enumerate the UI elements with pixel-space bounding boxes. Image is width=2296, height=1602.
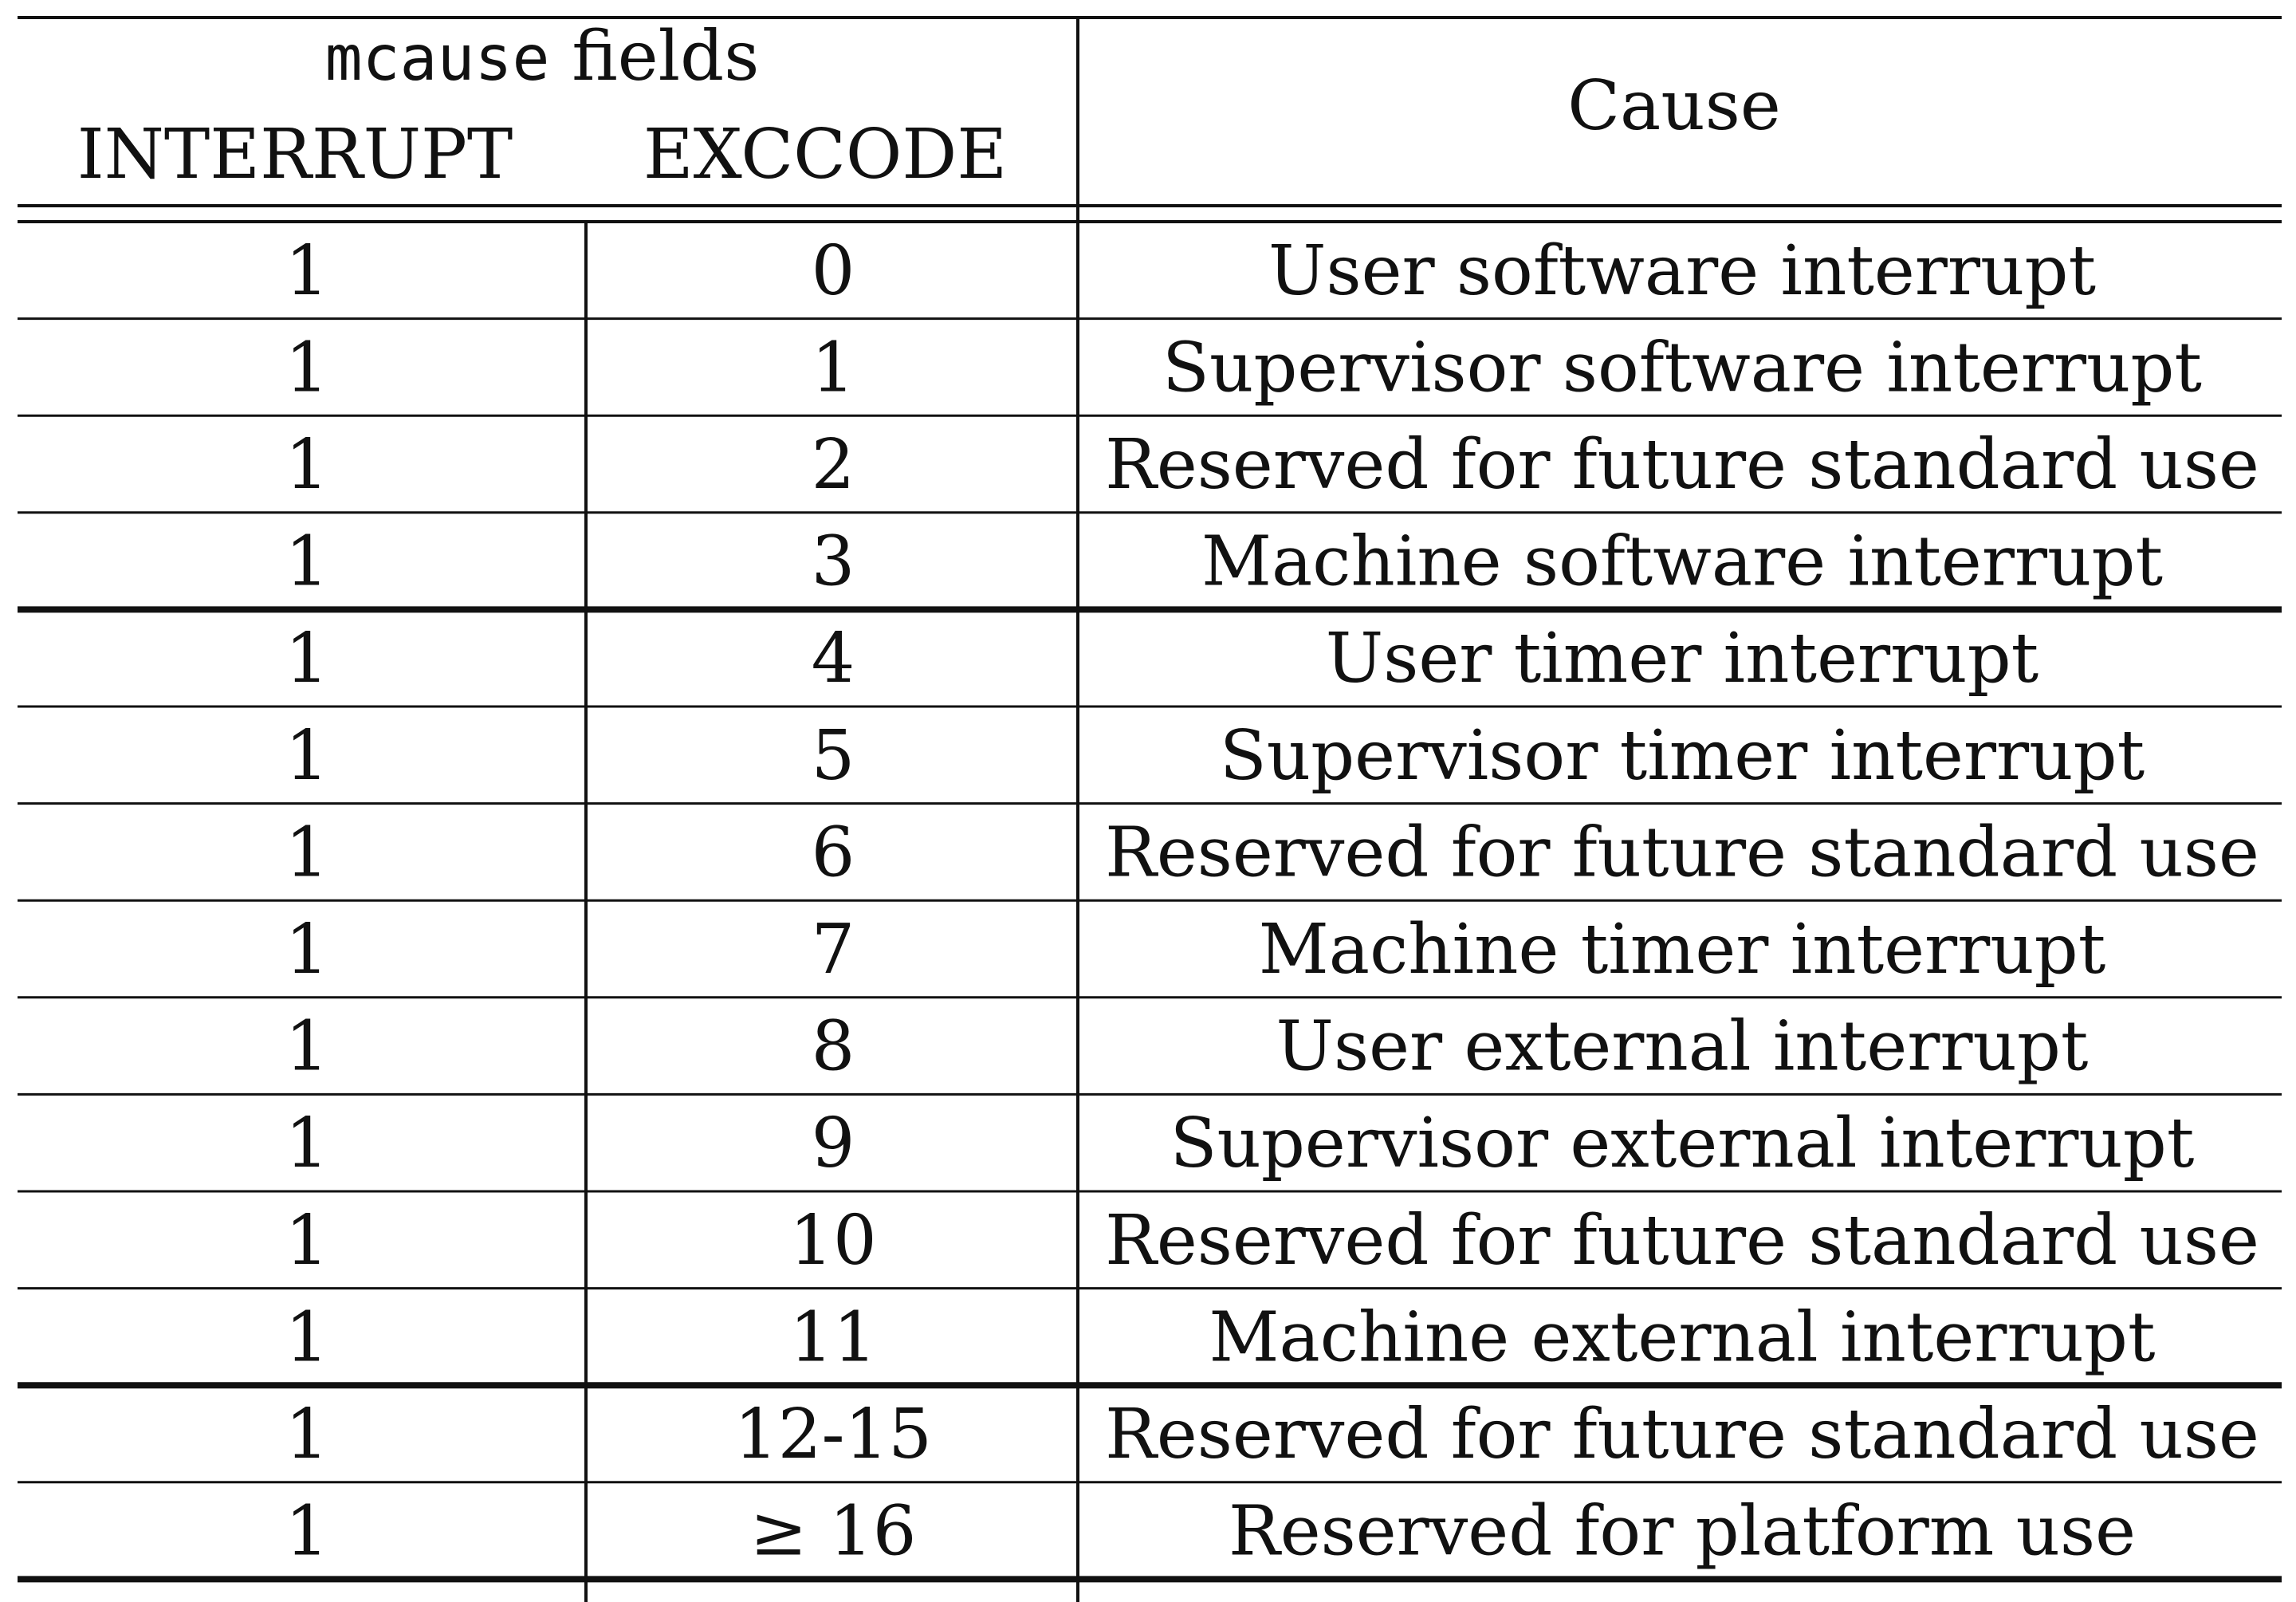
header-col-interrupt: INTERRUPT (77, 115, 513, 195)
cell-interrupt: 1 (285, 910, 329, 990)
cell-cause: Reserved for platform use (1229, 1492, 2136, 1572)
header-fields-word: fields (572, 17, 759, 96)
cell-cause: Reserved for future standard use (1105, 1201, 2259, 1281)
cell-interrupt: 1 (285, 716, 329, 796)
cell-exccode: 6 (812, 813, 855, 892)
cell-interrupt: 1 (285, 1007, 329, 1087)
cell-interrupt: 1 (285, 619, 329, 699)
table-header: mcause fields INTERRUPT EXCCODE Cause (77, 17, 1781, 195)
cell-exccode: 3 (812, 522, 855, 602)
cell-cause: User external interrupt (1276, 1007, 2089, 1087)
table-row: 1 3 Machine software interrupt (285, 522, 2163, 602)
table-row: 1 0 User software interrupt (285, 231, 2096, 311)
cell-interrupt: 1 (285, 1104, 329, 1183)
table-row: 1 5 Supervisor timer interrupt (285, 716, 2145, 796)
table-row: 1 4 User timer interrupt (285, 619, 2039, 699)
cell-cause: Supervisor external interrupt (1170, 1104, 2195, 1183)
table-row: 1 ≥ 16 Reserved for platform use (285, 1492, 2136, 1572)
cell-exccode: 9 (812, 1104, 855, 1183)
cell-cause: Machine software interrupt (1201, 522, 2163, 602)
cell-exccode: 11 (789, 1297, 876, 1377)
cell-interrupt: 1 (285, 425, 329, 505)
cell-cause: User timer interrupt (1326, 619, 2038, 699)
cell-cause: User software interrupt (1268, 231, 2096, 311)
header-fields-label: mcause fields (325, 17, 760, 96)
cell-interrupt: 1 (285, 231, 329, 311)
cell-interrupt: 1 (285, 813, 329, 892)
table-row: 1 7 Machine timer interrupt (285, 910, 2106, 990)
header-col-cause: Cause (1567, 66, 1781, 146)
header-col-exccode: EXCCODE (643, 115, 1007, 195)
cell-interrupt: 1 (285, 328, 329, 407)
cell-exccode: ≥ 16 (750, 1492, 917, 1572)
cell-cause: Machine external interrupt (1209, 1297, 2155, 1377)
table-row: 1 2 Reserved for future standard use (285, 425, 2259, 505)
cell-exccode: 2 (812, 425, 855, 505)
cell-interrupt: 1 (285, 522, 329, 602)
cell-exccode: 4 (812, 619, 855, 699)
cell-cause: Reserved for future standard use (1105, 1395, 2259, 1474)
cell-exccode: 1 (812, 328, 855, 407)
table-row: 1 1 Supervisor software interrupt (285, 328, 2202, 407)
cell-exccode: 0 (812, 231, 855, 311)
cell-cause: Reserved for future standard use (1105, 813, 2259, 892)
cell-exccode: 12-15 (734, 1395, 932, 1474)
table-row: 1 10 Reserved for future standard use (285, 1201, 2259, 1281)
table-rules (18, 16, 2282, 1602)
cell-interrupt: 1 (285, 1297, 329, 1377)
cell-cause: Reserved for future standard use (1105, 425, 2259, 505)
table-row: 1 6 Reserved for future standard use (285, 813, 2259, 892)
table-row: 1 9 Supervisor external interrupt (285, 1104, 2195, 1183)
cell-interrupt: 1 (285, 1492, 329, 1572)
cell-exccode: 7 (812, 910, 855, 990)
cell-interrupt: 1 (285, 1395, 329, 1474)
cell-exccode: 5 (812, 716, 855, 796)
header-fields-code: mcause (325, 23, 550, 95)
table-row: 1 11 Machine external interrupt (285, 1297, 2156, 1377)
cell-interrupt: 1 (285, 1201, 329, 1281)
table-row: 1 8 User external interrupt (285, 1007, 2089, 1087)
cell-cause: Supervisor timer interrupt (1220, 716, 2145, 796)
cell-exccode: 10 (789, 1201, 876, 1281)
table-row: 1 12-15 Reserved for future standard use (285, 1395, 2259, 1474)
cell-cause: Machine timer interrupt (1259, 910, 2106, 990)
cell-exccode: 8 (812, 1007, 855, 1087)
cell-cause: Supervisor software interrupt (1162, 328, 2202, 407)
